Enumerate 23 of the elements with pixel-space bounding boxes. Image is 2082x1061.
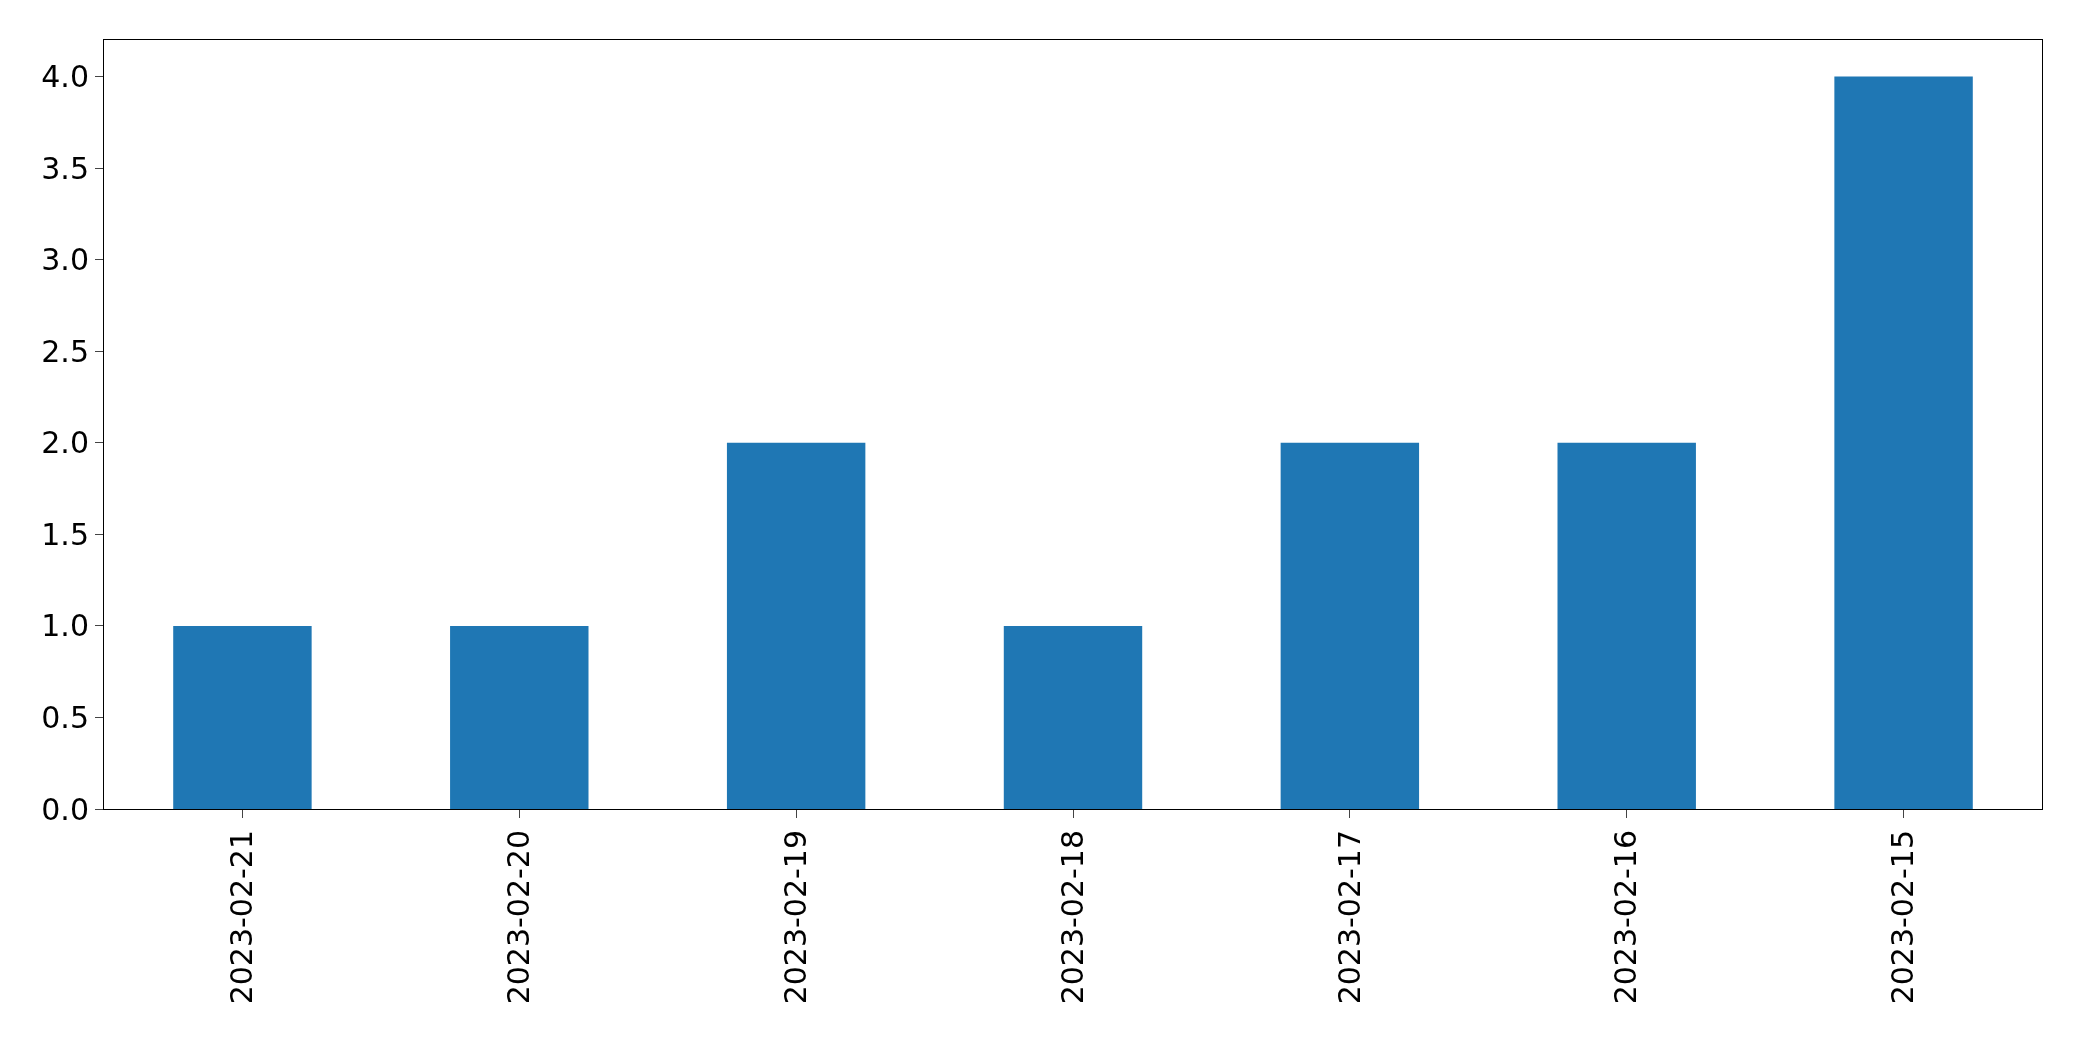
y-tick-label: 3.0 xyxy=(41,242,89,278)
x-tick-label: 2023-02-20 xyxy=(501,830,537,1005)
y-tick-label: 3.5 xyxy=(41,150,89,186)
x-tick-label: 2023-02-19 xyxy=(777,830,813,1005)
y-tick-label: 1.0 xyxy=(41,608,89,644)
bar xyxy=(450,625,589,809)
bar xyxy=(1557,442,1696,809)
y-tick-label: 1.5 xyxy=(41,516,89,552)
bar xyxy=(1003,625,1143,809)
x-tick-label: 2023-02-18 xyxy=(1054,830,1090,1005)
bar xyxy=(1834,76,1973,809)
x-tick-label: 2023-02-17 xyxy=(1331,830,1367,1005)
x-tick-label: 2023-02-21 xyxy=(224,830,260,1005)
bar xyxy=(726,442,866,809)
y-tick-label: 2.5 xyxy=(41,333,89,369)
x-tick-label: 2023-02-16 xyxy=(1608,830,1644,1005)
bar xyxy=(1280,442,1420,809)
y-tick-label: 0.0 xyxy=(41,791,89,827)
y-tick-label: 2.0 xyxy=(41,425,89,461)
bar xyxy=(173,625,312,809)
y-tick-label: 0.5 xyxy=(41,699,89,735)
y-tick-label: 4.0 xyxy=(41,59,89,95)
x-tick-label: 2023-02-15 xyxy=(1885,830,1921,1005)
